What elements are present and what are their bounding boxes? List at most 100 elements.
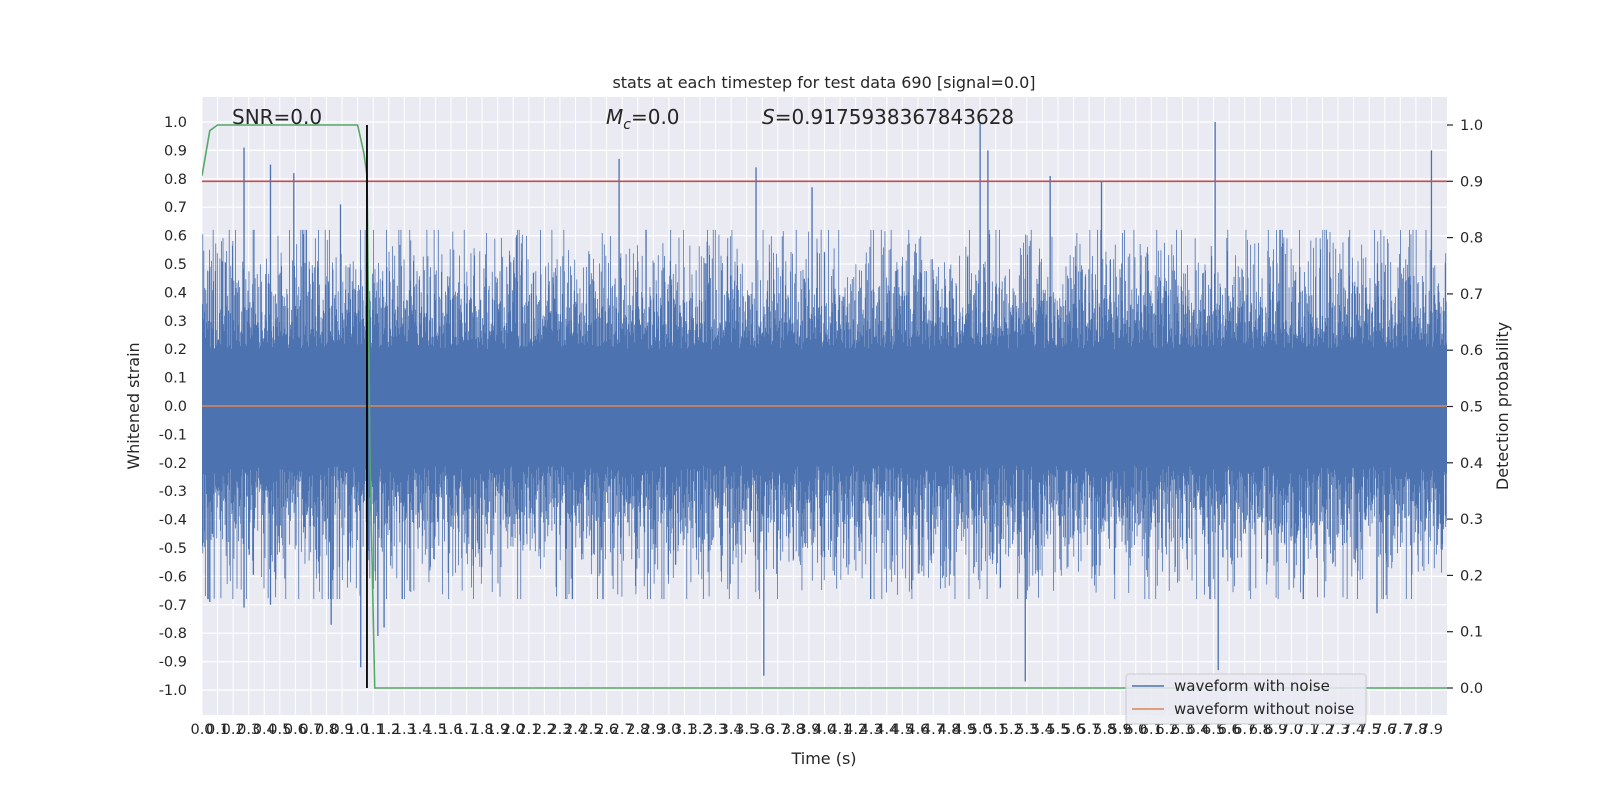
- x-tick-label: 6.5: [1202, 722, 1225, 738]
- x-tick-label: 2.7: [611, 722, 634, 738]
- x-tick-label: 6.9: [1264, 722, 1287, 738]
- x-tick-label: 7.4: [1342, 722, 1365, 738]
- x-tick-label: 6.6: [1218, 722, 1241, 738]
- x-tick-label: 0.4: [253, 722, 276, 738]
- x-tick-label: 2.3: [548, 722, 571, 738]
- x-tick-label: 7.7: [1389, 722, 1412, 738]
- s-value: =0.9175938367843628: [775, 105, 1014, 129]
- y-axis-label-left: Whitened strain: [124, 342, 143, 469]
- legend-label-without-noise: waveform without noise: [1174, 700, 1354, 718]
- x-tick-label: 2.0: [502, 722, 525, 738]
- mc-symbol: M: [606, 105, 623, 129]
- y-tick-label-right: 0.8: [1460, 231, 1483, 247]
- x-tick-label: 0.2: [222, 722, 245, 738]
- x-tick-label: 5.1: [984, 722, 1007, 738]
- x-tick-label: 0.1: [206, 722, 229, 738]
- x-tick-label: 0.8: [315, 722, 338, 738]
- x-tick-label: 5.8: [1093, 722, 1116, 738]
- legend-label-with-noise: waveform with noise: [1174, 677, 1330, 695]
- x-tick-label: 7.2: [1311, 722, 1334, 738]
- x-tick-label: 5.5: [1046, 722, 1069, 738]
- x-tick-label: 5.0: [969, 722, 992, 738]
- x-tick-label: 2.1: [517, 722, 540, 738]
- mc-value: =0.0: [631, 105, 680, 129]
- x-tick-label: 0.3: [237, 722, 260, 738]
- x-tick-label: 6.2: [1155, 722, 1178, 738]
- x-tick-label: 6.0: [1124, 722, 1147, 738]
- x-tick-label: 0.0: [190, 722, 213, 738]
- x-axis-label: Time (s): [790, 749, 856, 768]
- x-tick-label: 1.3: [393, 722, 416, 738]
- s-annotation: S=0.9175938367843628: [762, 105, 1014, 129]
- x-tick-label: 6.4: [1186, 722, 1209, 738]
- x-tick-label: 4.5: [891, 722, 914, 738]
- x-tick-label: 5.6: [1062, 722, 1085, 738]
- x-tick-label: 0.6: [284, 722, 307, 738]
- y-tick-label-left: -0.3: [159, 484, 187, 500]
- y-tick-labels-left: 1.0 0.9 0.8 0.7 0.6 0.5 0.4 0.3 0.2 0.1 0.0 -0.1 -0.…: [159, 115, 187, 699]
- y-axis-label-right: Detection probability: [1493, 322, 1512, 490]
- y-tick-label-left: 0.1: [164, 371, 187, 387]
- x-tick-label: 1.5: [424, 722, 447, 738]
- legend: waveform with noise waveform without noi…: [1125, 673, 1367, 725]
- x-tick-label: 3.7: [766, 722, 789, 738]
- x-tick-label: 4.0: [813, 722, 836, 738]
- mc-annotation: Mc=0.0: [606, 105, 680, 133]
- x-tick-label: 3.3: [704, 722, 727, 738]
- x-tick-label: 7.5: [1358, 722, 1381, 738]
- x-tick-label: 2.2: [533, 722, 556, 738]
- y-tick-label-left: 0.9: [164, 143, 187, 159]
- s-symbol: S: [762, 105, 775, 129]
- x-tick-label: 3.4: [720, 722, 743, 738]
- y-tick-label-left: -0.6: [159, 569, 187, 585]
- x-tick-label: 7.6: [1373, 722, 1396, 738]
- y-tick-label-left: 1.0: [164, 115, 187, 131]
- x-tick-label: 1.9: [486, 722, 509, 738]
- x-tick-label: 2.4: [564, 722, 587, 738]
- x-tick-label: 1.7: [455, 722, 478, 738]
- x-tick-label: 3.0: [657, 722, 680, 738]
- y-tick-label-left: 0.0: [164, 399, 187, 415]
- y-tick-label-left: 0.3: [164, 314, 187, 330]
- y-tick-label-right: 0.4: [1460, 456, 1483, 472]
- x-tick-label: 4.8: [937, 722, 960, 738]
- x-tick-label: 5.4: [1031, 722, 1054, 738]
- y-tick-label-right: 1.0: [1460, 118, 1483, 134]
- chart-title: stats at each timestep for test data 690…: [612, 73, 1035, 92]
- x-tick-label: 2.8: [626, 722, 649, 738]
- x-tick-label: 6.1: [1140, 722, 1163, 738]
- x-tick-label: 3.8: [782, 722, 805, 738]
- series-detection-probability: [202, 124, 1447, 689]
- x-tick-label: 4.1: [829, 722, 852, 738]
- x-tick-label: 2.6: [595, 722, 618, 738]
- x-tick-label: 5.9: [1109, 722, 1132, 738]
- x-tick-label: 0.5: [268, 722, 291, 738]
- y-tick-label-left: -0.7: [159, 598, 187, 614]
- y-tick-label-left: 0.6: [164, 229, 187, 245]
- x-tick-label: 0.9: [331, 722, 354, 738]
- y-tick-label-right: 0.3: [1460, 512, 1483, 528]
- y-tick-label-left: -1.0: [159, 683, 187, 699]
- x-tick-label: 4.9: [953, 722, 976, 738]
- y-tick-label-left: -0.1: [159, 427, 187, 443]
- x-tick-label: 4.2: [844, 722, 867, 738]
- y-tick-labels-right: 1.0 0.9 0.8 0.7 0.6 0.5 0.4 0.3 0.2 0.1 0.0: [1447, 118, 1483, 697]
- x-tick-label: 1.4: [408, 722, 431, 738]
- x-tick-label: 5.7: [1078, 722, 1101, 738]
- x-tick-label: 1.8: [471, 722, 494, 738]
- x-tick-label: 1.6: [439, 722, 462, 738]
- x-tick-label: 7.8: [1404, 722, 1427, 738]
- y-tick-label-left: 0.5: [164, 257, 187, 273]
- x-tick-label: 2.9: [642, 722, 665, 738]
- legend-box: [1125, 673, 1367, 725]
- x-tick-label: 1.0: [346, 722, 369, 738]
- y-tick-label-left: -0.8: [159, 626, 187, 642]
- x-tick-label: 3.1: [673, 722, 696, 738]
- y-tick-label-left: -0.9: [159, 655, 187, 671]
- y-tick-label-right: 0.7: [1460, 287, 1483, 303]
- y-tick-label-left: 0.2: [164, 342, 187, 358]
- y-tick-label-right: 0.6: [1460, 343, 1483, 359]
- mc-subscript: c: [623, 117, 631, 133]
- x-tick-label: 7.9: [1420, 722, 1443, 738]
